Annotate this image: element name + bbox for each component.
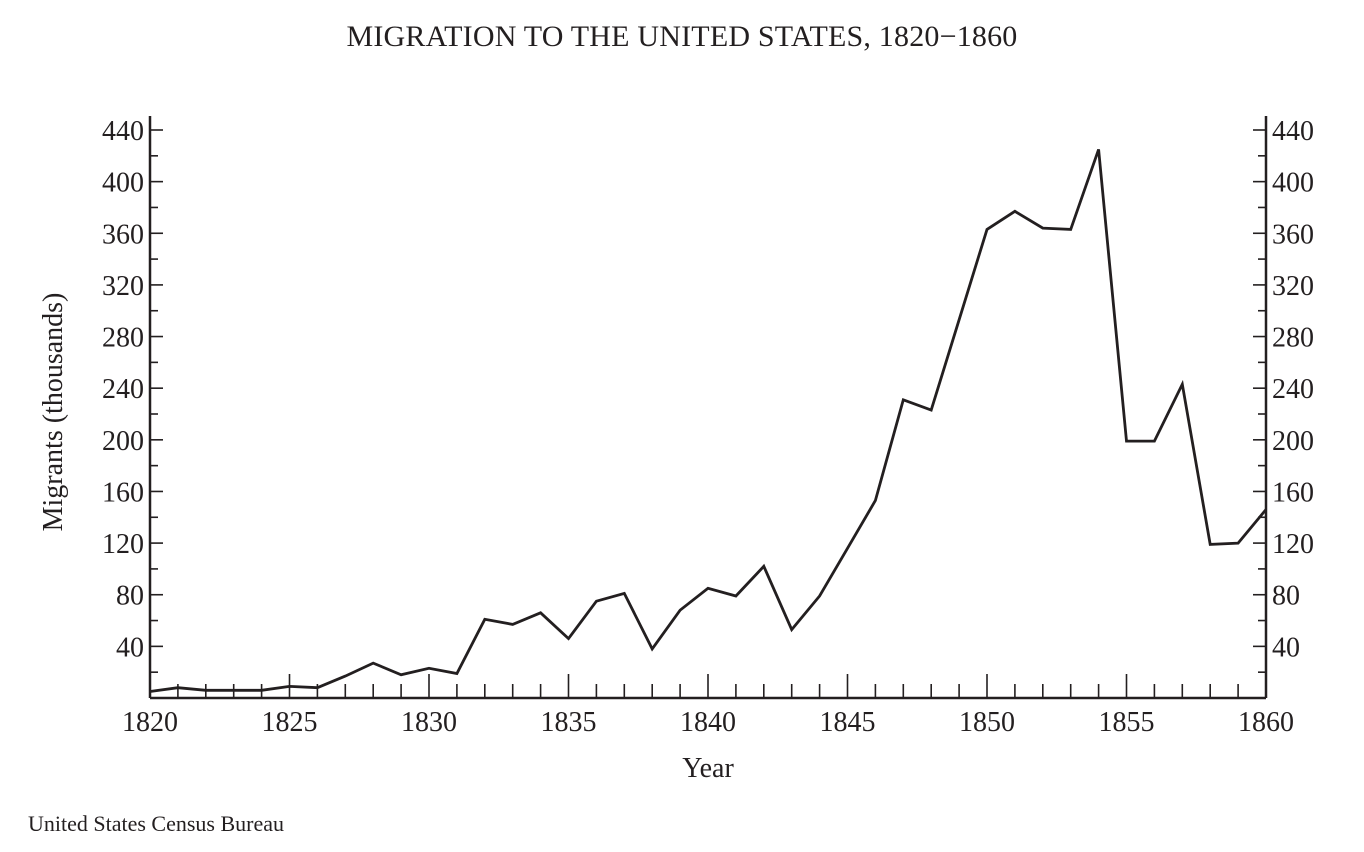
migrants-line [149, 148, 1268, 693]
x-tick-label: 1845 [820, 707, 876, 738]
y-tick-label-right: 440 [1272, 116, 1314, 147]
y-tick-label-right: 400 [1272, 168, 1314, 199]
y-tick-label-left: 240 [102, 374, 144, 405]
x-tick-label: 1850 [959, 707, 1015, 738]
x-tick-label: 1855 [1099, 707, 1155, 738]
y-tick-label-left: 120 [102, 529, 144, 560]
y-tick-label-right: 360 [1272, 219, 1314, 250]
x-tick-label: 1835 [541, 707, 597, 738]
y-tick-label-left: 280 [102, 323, 144, 354]
chart-axes [148, 116, 1268, 700]
x-tick-label: 1825 [262, 707, 318, 738]
x-tick-label: 1830 [401, 707, 457, 738]
y-tick-label-left: 440 [102, 116, 144, 147]
chart-title: MIGRATION TO THE UNITED STATES, 1820−186… [346, 20, 1018, 53]
x-tick-label: 1840 [680, 707, 736, 738]
x-axis-title: Year [682, 753, 734, 784]
y-tick-label-right: 280 [1272, 323, 1314, 354]
y-tick-label-left: 80 [116, 581, 144, 612]
x-tick-label: 1820 [122, 707, 178, 738]
chart-tick-labels: 40 40 80 80 120 120 160 160 200 200 240 240 280 280 32… [102, 116, 1314, 738]
y-tick-label-right: 200 [1272, 426, 1314, 457]
y-tick-label-right: 320 [1272, 271, 1314, 302]
y-tick-label-right: 120 [1272, 529, 1314, 560]
y-tick-label-left: 320 [102, 271, 144, 302]
chart-ticks [150, 129, 1266, 698]
y-tick-label-left: 40 [116, 632, 144, 663]
y-tick-label-left: 200 [102, 426, 144, 457]
chart-series [149, 148, 1268, 693]
x-tick-label: 1860 [1238, 707, 1294, 738]
y-tick-label-left: 400 [102, 168, 144, 199]
y-tick-label-right: 80 [1272, 581, 1300, 612]
y-tick-label-right: 240 [1272, 374, 1314, 405]
y-tick-label-right: 160 [1272, 477, 1314, 508]
y-tick-label-left: 160 [102, 477, 144, 508]
y-axis-title: Migrants (thousands) [38, 293, 69, 532]
y-tick-label-right: 40 [1272, 632, 1300, 663]
source-note: United States Census Bureau [28, 811, 285, 836]
y-tick-label-left: 360 [102, 219, 144, 250]
